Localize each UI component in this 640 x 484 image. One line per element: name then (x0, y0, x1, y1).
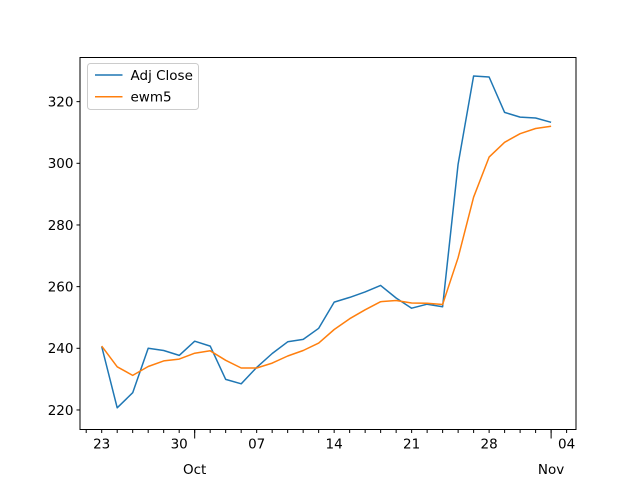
x-tick-label: 04 (558, 437, 575, 453)
line-ewm5 (101, 125, 552, 377)
x-tick-label: 23 (93, 437, 110, 453)
y-tick-label: 240 (48, 341, 74, 357)
x-tick-label: 30 (171, 437, 188, 453)
x-tick-label: 07 (248, 437, 265, 453)
legend-label-adj-close: Adj Close (131, 68, 193, 84)
line-adj-close (100, 75, 552, 409)
y-tick-label: 260 (48, 279, 74, 295)
x-month-label: Oct (183, 462, 206, 478)
y-tick-label: 220 (48, 403, 74, 419)
x-tick-label: 28 (481, 437, 498, 453)
y-tick-label: 320 (48, 94, 74, 110)
legend-label-ewm5: ewm5 (131, 90, 172, 106)
y-tick-label: 280 (48, 218, 74, 234)
legend: Adj Close ewm5 (87, 63, 199, 110)
x-tick-label: 14 (326, 437, 343, 453)
x-tick-label: 21 (403, 437, 420, 453)
y-tick-label: 300 (48, 156, 74, 172)
plot-border (79, 57, 577, 430)
x-month-label: Nov (538, 462, 564, 478)
